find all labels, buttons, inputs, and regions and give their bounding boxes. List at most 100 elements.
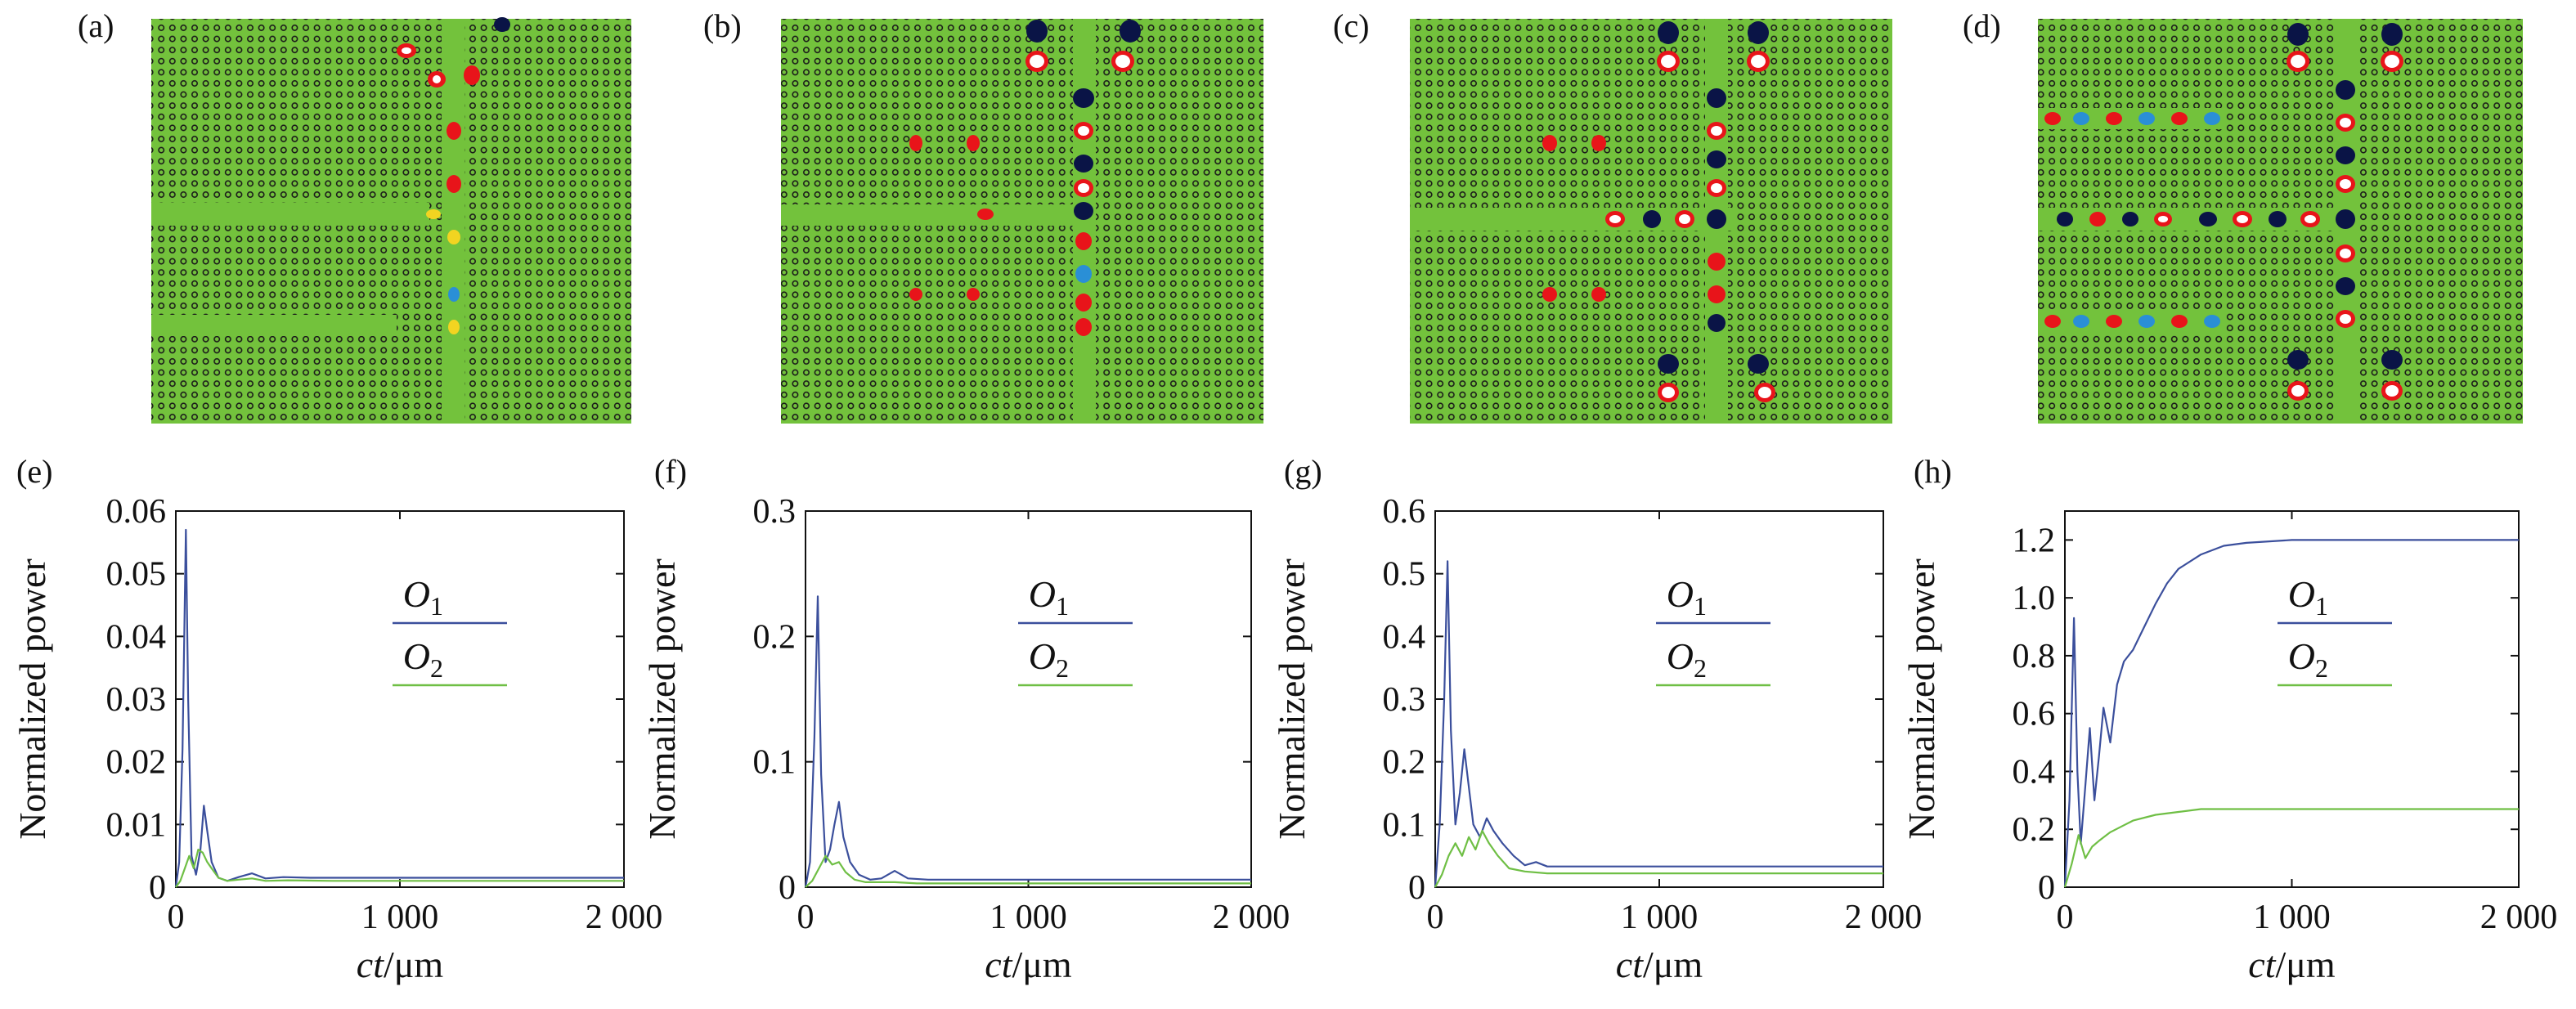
- x-axis-unit: /μm: [1012, 944, 1071, 985]
- y-axis-label: Normalized power: [1271, 558, 1313, 840]
- legend-subscript: 1: [1694, 591, 1707, 621]
- input-waveguide: [781, 204, 1075, 226]
- legend-name: O: [1667, 573, 1694, 615]
- upper-waveguide: [2038, 108, 2226, 129]
- vertical-waveguide: [1073, 19, 1096, 424]
- legend-label: O1: [1667, 573, 1707, 621]
- legend-label: O2: [403, 635, 443, 683]
- panel-label-a: (a): [78, 7, 114, 44]
- legend-subscript: 2: [1056, 653, 1069, 683]
- chart-h: 0 0.2 0.4 0.6 0.8 1.0 1.2 0 1 000 2 000 ct/μm Norma…: [1901, 510, 2558, 985]
- y-tick-label: 1.0: [2013, 580, 2056, 617]
- plot-frame: [805, 510, 1252, 888]
- chart-g: 0 0.1 0.2 0.3 0.4 0.5 0.6 0 1 000 2 000 ct/μm Norma…: [1271, 493, 1922, 985]
- y-tick-label: 0.2: [2013, 811, 2056, 849]
- y-axis-label: Normalized power: [1901, 558, 1942, 840]
- legend-name: O: [2288, 573, 2315, 615]
- y-tick-label: 0: [149, 869, 166, 907]
- x-tick-label: 1 000: [990, 899, 1067, 936]
- legend-name: O: [403, 635, 430, 677]
- vertical-waveguide: [442, 19, 464, 424]
- y-tick-label: 0: [2038, 869, 2055, 907]
- y-tick-label: 0.3: [753, 493, 797, 531]
- plot-frame: [1434, 510, 1884, 888]
- legend-subscript: 1: [1056, 591, 1069, 621]
- y-tick-label: 0.04: [106, 618, 167, 656]
- x-tick-label: 1 000: [2253, 899, 2331, 936]
- series-line-o2: [805, 854, 1251, 888]
- legend-label: O2: [2288, 635, 2328, 683]
- field-panel-c: [1410, 19, 1892, 424]
- y-tick-label: 0.6: [1383, 493, 1426, 531]
- y-tick-label: 0.1: [753, 744, 797, 782]
- x-axis-unit: /μm: [384, 944, 443, 985]
- legend-name: O: [403, 573, 430, 615]
- field-spots: [1542, 21, 1775, 402]
- legend-name: O: [1667, 635, 1694, 677]
- series-line-o1: [804, 595, 1251, 888]
- legend-label: O2: [1667, 635, 1707, 683]
- legend-name: O: [1029, 573, 1056, 615]
- y-tick-label: 0: [1408, 869, 1425, 907]
- field-spots: [397, 17, 510, 334]
- y-tick-label: 0.2: [753, 618, 797, 656]
- x-tick-label: 0: [1427, 899, 1444, 936]
- panel-label-b: (b): [703, 7, 742, 44]
- x-axis-variable: ct: [1616, 944, 1644, 985]
- x-axis-variable: ct: [2248, 944, 2276, 985]
- x-tick-label: 2 000: [1845, 899, 1923, 936]
- legend-label: O2: [1029, 635, 1069, 683]
- panel-label-h: (h): [1914, 453, 1952, 490]
- y-axis-label: Normalized power: [641, 558, 683, 840]
- x-axis-label: ct/μm: [985, 944, 1072, 985]
- plot-frame: [2064, 510, 2520, 888]
- legend-subscript: 2: [430, 653, 443, 683]
- panel-label-g: (g): [1284, 453, 1322, 490]
- series-line-o2: [1434, 829, 1883, 888]
- field-spots: [2044, 23, 2403, 401]
- y-tick-label: 0.05: [106, 556, 167, 594]
- legend-label: O1: [1029, 573, 1069, 621]
- series-line-o1: [174, 528, 624, 888]
- plot-frame: [175, 510, 625, 888]
- panel-label-e: (e): [16, 453, 52, 490]
- panel-label-d: (d): [1963, 7, 2001, 44]
- legend-subscript: 1: [2315, 591, 2328, 621]
- legend-name: O: [2288, 635, 2315, 677]
- panel-label-f: (f): [654, 453, 687, 490]
- y-tick-label: 0.4: [2013, 753, 2056, 791]
- x-tick-label: 1 000: [361, 899, 439, 936]
- field-panel-b: [781, 19, 1263, 424]
- legend-label: O1: [403, 573, 443, 621]
- y-tick-label: 0.3: [1383, 681, 1426, 719]
- chart-e: 0 0.01 0.02 0.03 0.04 0.05 0.06 0 1 000 2 000 ct/μ…: [11, 493, 662, 985]
- legend-subscript: 2: [2315, 653, 2328, 683]
- x-tick-label: 0: [168, 899, 185, 936]
- legend-subscript: 1: [430, 591, 443, 621]
- legend-label: O1: [2288, 573, 2328, 621]
- x-tick-label: 2 000: [586, 899, 663, 936]
- x-axis-unit: /μm: [2275, 944, 2335, 985]
- y-axis-label: Normalized power: [11, 558, 53, 840]
- x-tick-label: 2 000: [2480, 899, 2558, 936]
- x-axis-label: ct/μm: [357, 944, 444, 985]
- x-axis-label: ct/μm: [2248, 944, 2336, 985]
- y-tick-label: 1.2: [2013, 522, 2056, 559]
- field-spots: [909, 20, 1141, 336]
- x-axis-unit: /μm: [1643, 944, 1703, 985]
- series-line-o2: [175, 848, 624, 888]
- field-panel-a: [151, 17, 631, 424]
- legend-subscript: 2: [1694, 653, 1707, 683]
- legend-name: O: [1029, 635, 1056, 677]
- chart-f: 0 0.1 0.2 0.3 0 1 000 2 000 ct/μm Normalized pow…: [641, 493, 1290, 985]
- x-tick-label: 1 000: [1621, 899, 1699, 936]
- series-line-o1: [1434, 560, 1883, 888]
- x-tick-label: 0: [797, 899, 815, 936]
- field-maps: [151, 17, 2523, 424]
- input-waveguide: [151, 203, 429, 226]
- lower-waveguide: [2038, 311, 2226, 332]
- y-tick-label: 0.01: [106, 806, 167, 844]
- y-tick-label: 0.03: [106, 681, 167, 719]
- y-tick-label: 0.4: [1383, 618, 1426, 656]
- series-line-o2: [2063, 808, 2519, 888]
